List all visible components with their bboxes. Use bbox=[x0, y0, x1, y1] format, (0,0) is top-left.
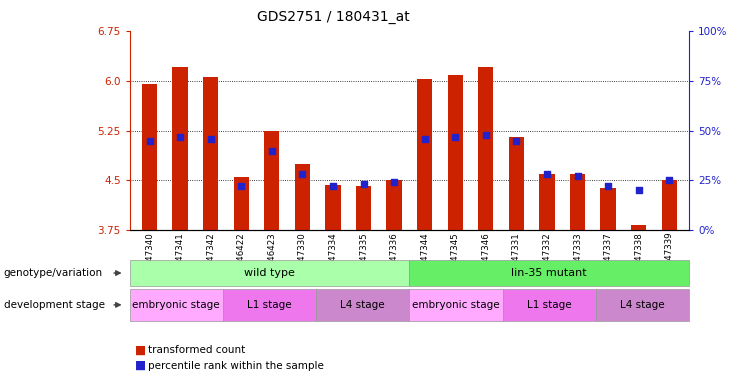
Bar bbox=[356, 186, 371, 230]
Text: GDS2751 / 180431_at: GDS2751 / 180431_at bbox=[257, 10, 410, 23]
Bar bbox=[539, 174, 554, 230]
Text: embryonic stage: embryonic stage bbox=[133, 300, 220, 310]
Point bbox=[541, 171, 553, 177]
Point bbox=[663, 177, 675, 184]
Bar bbox=[325, 185, 341, 230]
Bar bbox=[233, 177, 249, 230]
Point bbox=[266, 147, 278, 154]
Text: wild type: wild type bbox=[244, 268, 295, 278]
Point bbox=[174, 134, 186, 140]
Point bbox=[144, 137, 156, 144]
Point bbox=[296, 171, 308, 177]
Text: ■: ■ bbox=[135, 359, 146, 372]
Text: L4 stage: L4 stage bbox=[620, 300, 665, 310]
Text: development stage: development stage bbox=[4, 300, 104, 310]
Bar bbox=[448, 75, 463, 230]
Bar bbox=[600, 189, 616, 230]
Bar bbox=[203, 77, 219, 230]
Bar bbox=[142, 84, 157, 230]
Point bbox=[449, 134, 461, 140]
Bar bbox=[265, 131, 279, 230]
Text: lin-35 mutant: lin-35 mutant bbox=[511, 268, 587, 278]
Text: genotype/variation: genotype/variation bbox=[4, 268, 103, 278]
Point bbox=[480, 131, 492, 137]
Bar bbox=[509, 137, 524, 230]
Bar bbox=[478, 67, 494, 230]
Text: embryonic stage: embryonic stage bbox=[412, 300, 500, 310]
Text: transformed count: transformed count bbox=[148, 345, 245, 355]
Point bbox=[419, 136, 431, 142]
Point bbox=[327, 184, 339, 190]
Point bbox=[511, 137, 522, 144]
Bar bbox=[173, 67, 187, 230]
Point bbox=[388, 179, 400, 185]
Bar bbox=[662, 180, 677, 230]
Text: L1 stage: L1 stage bbox=[247, 300, 292, 310]
Text: ■: ■ bbox=[135, 344, 146, 357]
Point bbox=[571, 174, 583, 180]
Bar bbox=[417, 79, 432, 230]
Bar bbox=[295, 164, 310, 230]
Bar bbox=[570, 174, 585, 230]
Bar bbox=[631, 225, 646, 230]
Point bbox=[358, 181, 370, 187]
Text: L1 stage: L1 stage bbox=[527, 300, 571, 310]
Point bbox=[602, 184, 614, 190]
Point bbox=[633, 187, 645, 194]
Text: L4 stage: L4 stage bbox=[340, 300, 385, 310]
Point bbox=[205, 136, 216, 142]
Point bbox=[236, 184, 247, 190]
Bar bbox=[387, 180, 402, 230]
Text: percentile rank within the sample: percentile rank within the sample bbox=[148, 361, 324, 371]
